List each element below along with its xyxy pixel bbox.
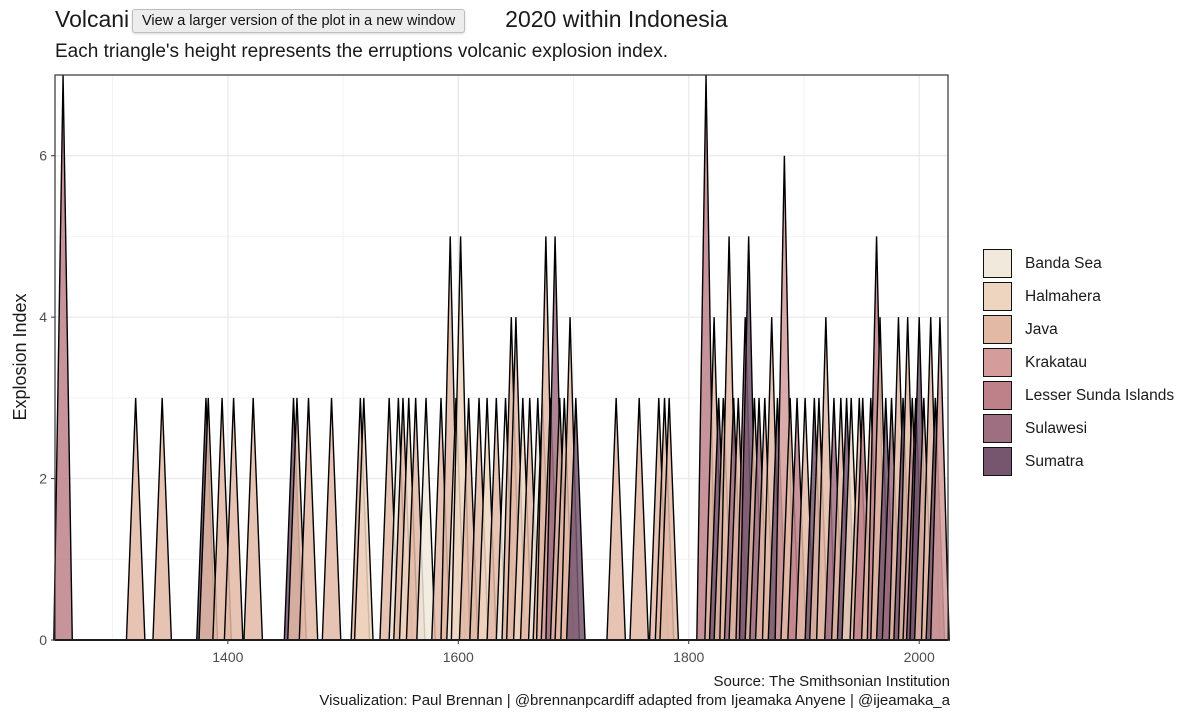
legend-label: Banda Sea xyxy=(1025,254,1102,272)
x-tick-label: 1600 xyxy=(443,649,474,665)
legend-label: Java xyxy=(1025,320,1058,338)
legend-swatch xyxy=(983,447,1012,476)
x-tick-label: 1400 xyxy=(212,649,243,665)
legend-label: Halmahera xyxy=(1025,287,1101,305)
legend-label: Lesser Sunda Islands xyxy=(1025,386,1175,404)
panel-border xyxy=(54,74,949,641)
legend-swatch xyxy=(983,381,1012,410)
y-tick-label: 0 xyxy=(39,632,47,648)
title-left: Volcani xyxy=(55,6,130,32)
legend-label: Krakatau xyxy=(1025,353,1088,371)
legend-item: Halmahera xyxy=(983,280,1174,313)
y-tick-label: 4 xyxy=(39,309,47,325)
y-tick-label: 2 xyxy=(39,471,47,487)
plot-frame xyxy=(54,74,949,641)
legend-swatch xyxy=(983,282,1012,311)
legend-swatch xyxy=(983,249,1012,278)
credit-caption: Visualization: Paul Brennan | @brennanpc… xyxy=(319,692,950,709)
legend-item: Java xyxy=(983,313,1174,346)
legend-swatch xyxy=(983,315,1012,344)
legend-swatch xyxy=(983,414,1012,443)
chart-subtitle: Each triangle's height represents the er… xyxy=(55,41,669,62)
title-right: 2020 within Indonesia xyxy=(505,6,728,32)
legend-label: Sumatra xyxy=(1025,452,1084,470)
legend: Banda Sea Halmahera Java Krakatau Lesser Sun… xyxy=(983,247,1174,478)
legend-item: Lesser Sunda Islands xyxy=(983,379,1174,412)
x-tick-label: 1800 xyxy=(673,649,704,665)
chart-title: Volcani 2020 within Indonesia xyxy=(55,6,728,33)
y-axis-title: Explosion Index xyxy=(10,293,30,420)
legend-label: Sulawesi xyxy=(1025,419,1088,437)
y-tick-label: 6 xyxy=(39,148,47,164)
legend-item: Banda Sea xyxy=(983,247,1174,280)
x-tick-label: 2000 xyxy=(904,649,935,665)
legend-swatch xyxy=(983,348,1012,377)
legend-item: Sumatra xyxy=(983,445,1174,478)
axis-ticks: 1400 1600 1800 2000 0 2 4 6 xyxy=(39,148,935,665)
larger-version-tooltip[interactable]: View a larger version of the plot in a n… xyxy=(132,9,466,33)
source-caption: Source: The Smithsonian Institution xyxy=(713,673,950,690)
legend-item: Sulawesi xyxy=(983,412,1174,445)
legend-item: Krakatau xyxy=(983,346,1174,379)
